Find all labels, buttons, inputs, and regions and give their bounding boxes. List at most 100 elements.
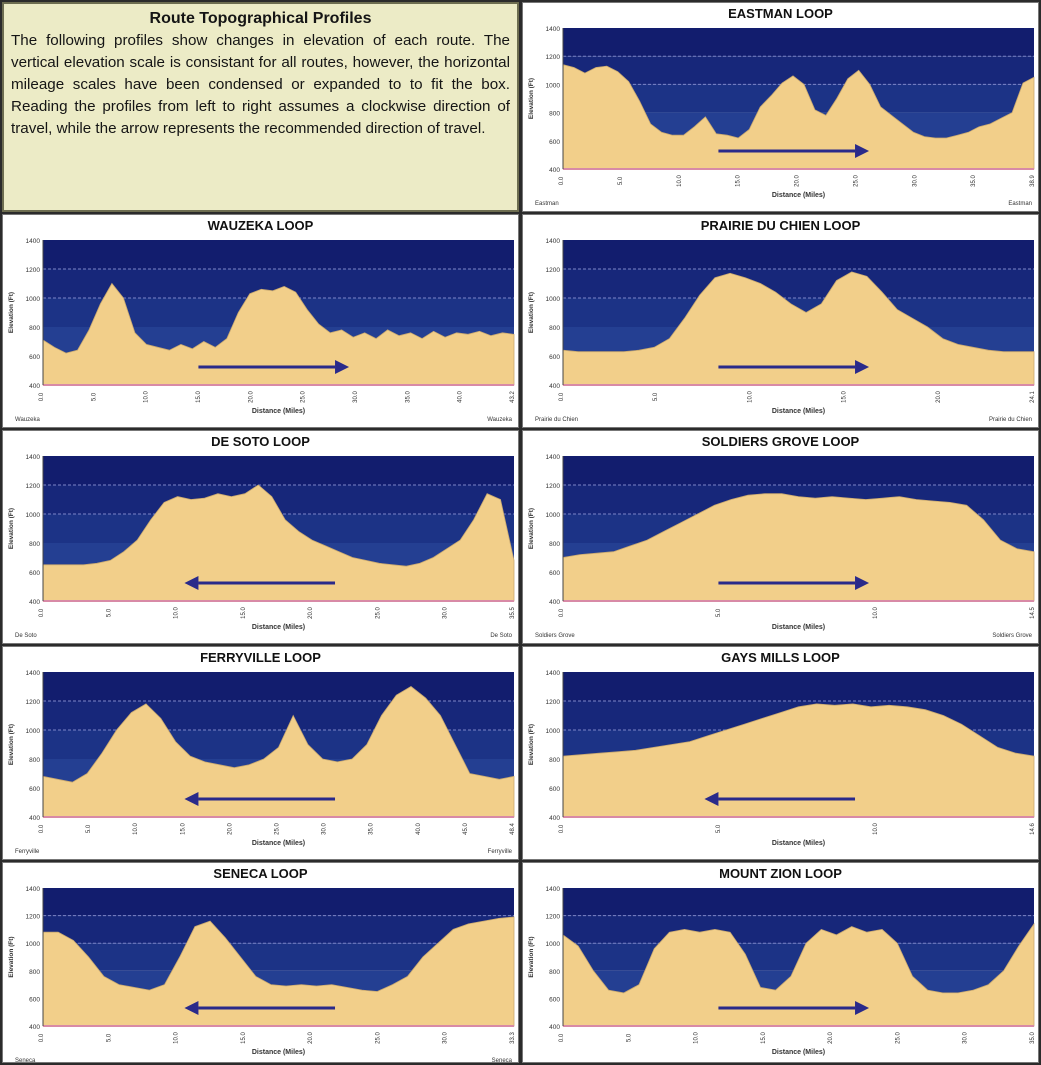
y-axis-label: Elevation (Ft): [528, 508, 535, 549]
x-tick-label: 43.2: [510, 391, 516, 403]
x-axis-label: Distance (Miles): [772, 1049, 825, 1056]
x-tick-label: 0.0: [39, 824, 45, 833]
y-tick-label: 1400: [546, 238, 561, 245]
x-tick-label: 25.0: [853, 175, 859, 187]
y-tick-label: 1400: [546, 454, 561, 461]
y-tick-label: 800: [549, 325, 560, 332]
profile-title: MOUNT ZION LOOP: [523, 866, 1038, 881]
x-tick-label: 15.0: [196, 391, 202, 403]
arrow-left-icon: [184, 792, 336, 806]
x-tick-label: 10.0: [174, 1032, 180, 1044]
x-axis-label: Distance (Miles): [772, 840, 825, 847]
y-tick-label: 400: [29, 815, 40, 822]
y-tick-label: 400: [549, 1024, 560, 1031]
x-tick-label: 40.0: [458, 391, 464, 403]
x-tick-label: 14.5: [1030, 607, 1036, 619]
x-tick-label: 40.0: [416, 823, 422, 835]
profile-title: PRAIRIE DU CHIEN LOOP: [523, 218, 1038, 233]
y-tick-label: 1200: [546, 699, 561, 706]
sky-band: [43, 888, 514, 916]
end-label: De Soto: [490, 633, 512, 639]
x-tick-label: 38.9: [1030, 175, 1036, 187]
y-tick-label: 1400: [26, 454, 41, 461]
profile-title-text: EASTMAN LOOP: [682, 6, 879, 21]
start-label: Eastman: [535, 201, 559, 207]
start-label: Ferryville: [15, 849, 40, 855]
x-tick-label: 5.0: [106, 608, 112, 617]
y-tick-label: 1400: [546, 670, 561, 677]
direction-arrow-head: [335, 360, 350, 374]
profile-title: EASTMAN LOOP: [523, 6, 1038, 21]
start-label: Seneca: [15, 1058, 36, 1063]
elevation-area: [42, 484, 515, 602]
y-tick-label: 1000: [546, 728, 561, 735]
profile-panel: MOUNT ZION LOOP 1400 1200 1000 800 600 400 Elev…: [522, 862, 1039, 1063]
profile-chart: 1400 1200 1000 800 600 400 Elevation (Ft) 0.0 5.…: [528, 670, 1036, 847]
profile-title-text: GAYS MILLS LOOP: [675, 650, 886, 665]
profile-title-text: SENECA LOOP: [167, 866, 354, 881]
sky-band: [43, 672, 514, 701]
start-label: Wauzeka: [15, 417, 40, 423]
direction-arrow-head: [184, 1001, 199, 1015]
y-tick-label: 800: [549, 757, 560, 764]
x-tick-label: 35.0: [369, 823, 375, 835]
y-tick-label: 1200: [26, 914, 41, 921]
x-tick-label: 10.0: [144, 391, 150, 403]
y-tick-label: 1200: [26, 483, 41, 490]
end-label: Seneca: [492, 1058, 513, 1063]
y-tick-label: 1000: [546, 296, 561, 303]
x-tick-label: 35.5: [510, 607, 516, 619]
profile-chart: 1400 1200 1000 800 600 400 Elevation (Ft) 0.0 5.…: [8, 670, 516, 855]
end-label: Prairie du Chien: [989, 417, 1032, 423]
y-tick-label: 800: [549, 969, 560, 976]
x-tick-label: 5.0: [91, 392, 97, 401]
elevation-area: [562, 64, 1035, 170]
x-tick-label: 20.0: [936, 391, 942, 403]
sky-band: [563, 28, 1034, 57]
profile-title-text: FERRYVILLE LOOP: [154, 650, 367, 665]
profile-panel: SOLDIERS GROVE LOOP 1400 1200 1000 800 600 400…: [522, 430, 1039, 644]
y-tick-label: 1000: [546, 512, 561, 519]
profile-title-text: PRAIRIE DU CHIEN LOOP: [654, 218, 907, 233]
x-tick-label: 10.0: [873, 607, 879, 619]
profile-title: WAUZEKA LOOP: [3, 218, 518, 233]
x-tick-label: 35.0: [1030, 1032, 1036, 1044]
x-axis-label: Distance (Miles): [252, 624, 305, 631]
x-tick-label: 25.0: [301, 391, 307, 403]
elevation-area: [562, 271, 1035, 386]
y-tick-label: 600: [29, 354, 40, 361]
arrow-right-icon: [198, 360, 350, 374]
sky-band: [563, 269, 1034, 298]
end-label: Ferryville: [488, 849, 513, 855]
arrow-left-icon: [184, 1001, 336, 1015]
direction-arrow-head: [855, 576, 870, 590]
x-tick-label: 25.0: [275, 823, 281, 835]
x-axis-label: Distance (Miles): [252, 408, 305, 415]
x-tick-label: 20.0: [795, 175, 801, 187]
profile-title: SENECA LOOP: [3, 866, 518, 881]
x-tick-label: 5.0: [716, 824, 722, 833]
y-tick-label: 1200: [26, 267, 41, 274]
x-tick-label: 48.4: [510, 823, 516, 835]
y-axis-label: Elevation (Ft): [8, 936, 15, 977]
y-tick-label: 400: [549, 167, 560, 174]
x-tick-label: 15.0: [736, 175, 742, 187]
sky-band: [563, 888, 1034, 916]
y-tick-label: 800: [29, 757, 40, 764]
x-axis-label: Distance (Miles): [772, 408, 825, 415]
x-tick-label: 30.0: [912, 175, 918, 187]
y-tick-label: 400: [549, 815, 560, 822]
x-tick-label: 45.0: [463, 823, 469, 835]
x-tick-label: 10.0: [873, 823, 879, 835]
x-tick-label: 0.0: [559, 1033, 565, 1042]
profile-panel: DE SOTO LOOP 1400 1200 1000 800 600 400 Elevati…: [2, 430, 519, 644]
y-tick-label: 1400: [546, 26, 561, 33]
x-tick-label: 24.1: [1030, 391, 1036, 403]
direction-arrow-head: [184, 576, 199, 590]
y-tick-label: 800: [29, 325, 40, 332]
sky-band: [563, 240, 1034, 269]
x-tick-label: 30.0: [353, 391, 359, 403]
x-tick-label: 0.0: [559, 176, 565, 185]
intro-text: The following profiles show changes in e…: [11, 32, 510, 137]
